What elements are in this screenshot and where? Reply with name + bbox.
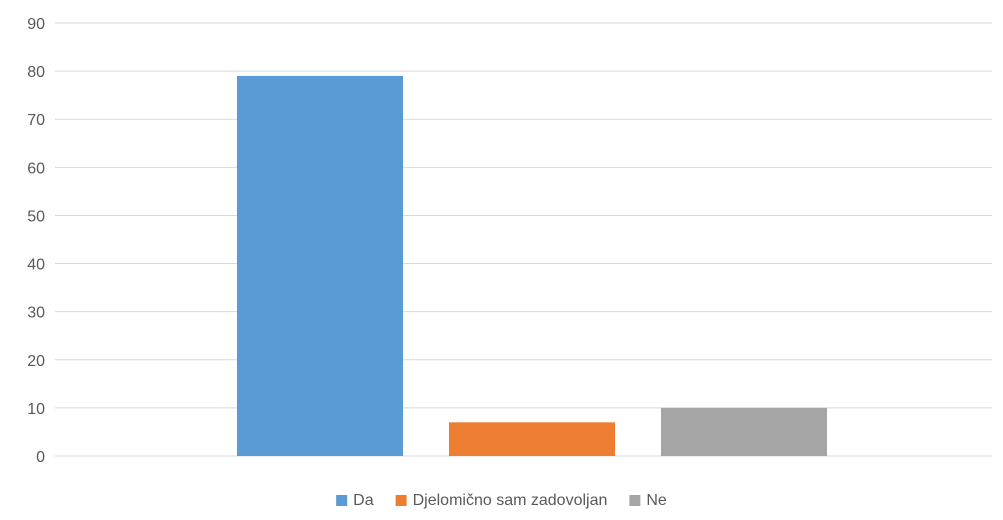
legend-label: Da [353,492,374,509]
bar-3 [661,407,827,456]
y-tick-label: 20 [27,353,45,370]
y-tick-label: 80 [27,64,45,81]
y-tick-label: 70 [27,112,45,129]
y-tick-label: 90 [27,16,45,33]
y-tick-label: 60 [27,160,45,177]
legend-label: Ne [646,492,667,509]
legend-swatch [629,495,641,506]
y-tick-label: 50 [27,208,45,225]
legend-swatch [395,495,407,506]
bars [237,75,827,456]
legend: Da Djelomično sam zadovoljan Ne [336,492,667,509]
y-tick-label: 0 [36,449,45,466]
bar-1 [237,75,403,456]
legend-label: Djelomično sam zadovoljan [413,492,608,509]
gridlines [55,22,992,457]
y-axis-tick-labels: 0 10 20 30 40 50 60 70 80 90 [27,16,45,466]
bar-2 [449,422,615,456]
legend-swatch [336,495,348,506]
y-tick-label: 40 [27,257,45,274]
y-tick-label: 10 [27,401,45,418]
y-tick-label: 30 [27,305,45,322]
